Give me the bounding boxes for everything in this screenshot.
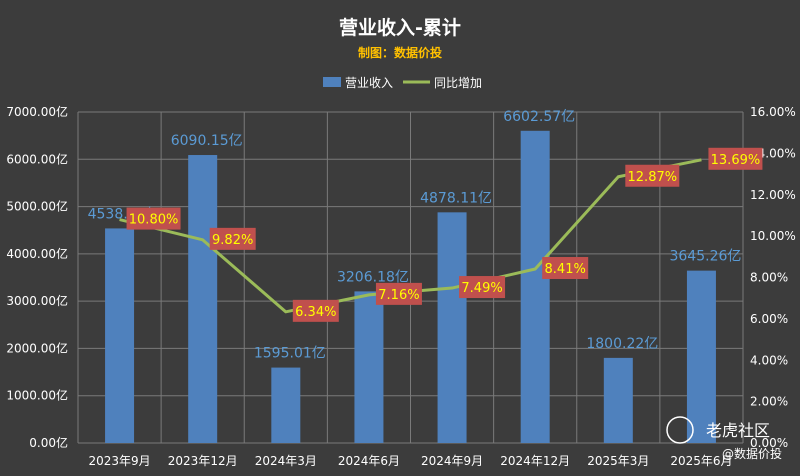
left-axis-tick-label: 2000.00亿 (6, 340, 68, 355)
percent-data-label: 9.82% (212, 233, 253, 248)
percent-label-box (459, 276, 506, 299)
percent-label-box (209, 227, 256, 250)
percent-data-label: 6.34% (295, 305, 336, 320)
bar (603, 357, 633, 443)
left-axis-tick-label: 1000.00亿 (6, 388, 68, 403)
legend-label-revenue: 营业收入 (345, 76, 393, 90)
watermark-text: 老虎社区 (706, 421, 770, 440)
bar-data-label: 4878.11亿 (420, 190, 492, 206)
watermark: 老虎社区 @数据价投 (666, 416, 782, 461)
x-axis-tick-label: 2023年12月 (168, 454, 238, 468)
right-axis-tick-label: 12.00% (750, 188, 796, 202)
x-axis-tick-label: 2023年9月 (88, 454, 150, 468)
percent-data-label: 7.16% (378, 288, 419, 303)
bar (271, 367, 301, 443)
watermark-logo-icon (666, 416, 694, 444)
percent-data-label: 10.80% (129, 213, 179, 228)
legend-swatch-revenue (323, 77, 341, 87)
percent-data-label: 13.69% (711, 153, 761, 168)
right-axis-tick-label: 16.00% (750, 105, 796, 119)
right-axis-tick-label: 6.00% (750, 312, 788, 326)
x-axis-tick-label: 2024年9月 (421, 454, 483, 468)
percent-data-label: 12.87% (628, 170, 678, 185)
left-axis-tick-label: 3000.00亿 (6, 293, 68, 308)
bar-data-label: 3645.26亿 (669, 249, 741, 265)
x-axis-tick-label: 2024年3月 (255, 454, 317, 468)
bar-labels: 4538.19亿6090.15亿1595.01亿3206.18亿4878.11亿… (88, 109, 742, 362)
x-axis-tick-label: 2025年3月 (587, 454, 649, 468)
percent-label-box (292, 299, 339, 322)
chart-subtitle: 制图：数据价投 (358, 45, 442, 60)
right-axis-tick-label: 2.00% (750, 395, 788, 409)
bar-data-label: 3206.18亿 (337, 269, 409, 285)
percent-labels: 10.80% 9.82% 6.34% 7.16% 7.49% 8.41% 12.87% 13.… (126, 147, 763, 322)
percent-label-box (708, 147, 763, 170)
percent-label-box (375, 282, 422, 305)
x-axis: 2023年9月 2023年12月 2024年3月 2024年6月 2024年9月 2024… (88, 454, 732, 468)
bar (437, 212, 467, 443)
right-axis-tick-label: 8.00% (750, 271, 788, 285)
bar (188, 155, 218, 444)
bar (354, 291, 384, 443)
right-axis-tick-label: 0.00% (750, 436, 788, 450)
right-axis-tick-label: 4.00% (750, 353, 788, 367)
bar (105, 228, 135, 443)
bar-series (105, 130, 716, 444)
chart-title: 营业收入-累计 (339, 16, 461, 39)
percent-label-box (542, 257, 589, 280)
x-axis-tick-label: 2024年12月 (500, 454, 570, 468)
bar-data-label: 1800.22亿 (586, 336, 658, 352)
left-axis-tick-label: 7000.00亿 (6, 104, 68, 119)
percent-label-box (625, 164, 680, 187)
legend-label-growth: 同比增加 (434, 76, 482, 90)
percent-data-label: 7.49% (461, 281, 502, 296)
right-axis-tick-label: 10.00% (750, 229, 796, 243)
percent-label-box (126, 207, 181, 230)
bar-data-label: 6602.57亿 (503, 109, 575, 125)
left-axis-tick-label: 4000.00亿 (6, 246, 68, 261)
x-axis-tick-label: 2024年6月 (338, 454, 400, 468)
left-axis-tick-label: 0.00亿 (29, 435, 68, 450)
left-axis: 0.00亿 1000.00亿 2000.00亿 3000.00亿 4000.00亿 500… (6, 104, 68, 450)
x-axis-tick-label: 2025年6月 (670, 454, 732, 468)
bar-data-label: 1595.01亿 (254, 346, 326, 362)
legend: 营业收入 同比增加 (323, 76, 482, 90)
bar (520, 130, 550, 443)
right-axis: 0.00%2.00%4.00%6.00%8.00%10.00%12.00%14.… (750, 105, 796, 450)
left-axis-tick-label: 5000.00亿 (6, 199, 68, 214)
bar (686, 270, 716, 443)
percent-data-label: 8.41% (545, 262, 586, 277)
bar-data-label: 6090.15亿 (171, 133, 243, 149)
left-axis-tick-label: 6000.00亿 (6, 151, 68, 166)
watermark-subtext: @数据价投 (722, 446, 782, 461)
